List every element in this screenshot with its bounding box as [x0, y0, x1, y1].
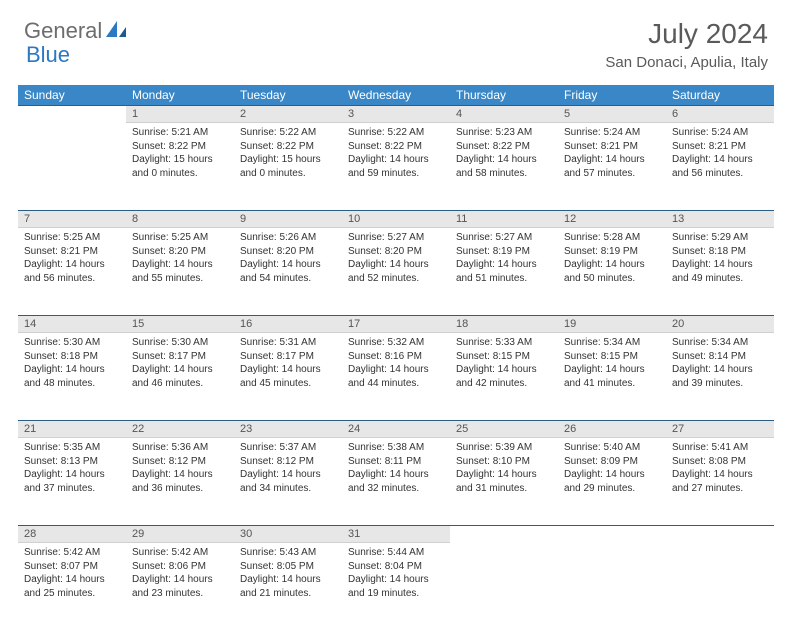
- day-number-cell: 25: [450, 421, 558, 438]
- day-number-cell: 10: [342, 211, 450, 228]
- day-content-cell: Sunrise: 5:41 AMSunset: 8:08 PMDaylight:…: [666, 438, 774, 526]
- logo-text-blue: Blue: [26, 42, 70, 67]
- header: General July 2024 San Donaci, Apulia, It…: [0, 0, 792, 77]
- day-number-cell: [558, 526, 666, 543]
- day-number-cell: 14: [18, 316, 126, 333]
- weekday-header: Saturday: [666, 85, 774, 106]
- day-content-cell: Sunrise: 5:35 AMSunset: 8:13 PMDaylight:…: [18, 438, 126, 526]
- day-content-cell: Sunrise: 5:31 AMSunset: 8:17 PMDaylight:…: [234, 333, 342, 421]
- day-content-cell: Sunrise: 5:21 AMSunset: 8:22 PMDaylight:…: [126, 123, 234, 211]
- day-number-cell: 15: [126, 316, 234, 333]
- logo-text-blue-wrap: Blue: [26, 42, 70, 68]
- day-number-cell: 20: [666, 316, 774, 333]
- weekday-header: Monday: [126, 85, 234, 106]
- day-content-row: Sunrise: 5:30 AMSunset: 8:18 PMDaylight:…: [18, 333, 774, 421]
- day-content-cell: Sunrise: 5:36 AMSunset: 8:12 PMDaylight:…: [126, 438, 234, 526]
- day-number-cell: 3: [342, 106, 450, 123]
- weekday-header: Wednesday: [342, 85, 450, 106]
- day-content-cell: Sunrise: 5:30 AMSunset: 8:18 PMDaylight:…: [18, 333, 126, 421]
- day-number-cell: 26: [558, 421, 666, 438]
- day-content-cell: Sunrise: 5:25 AMSunset: 8:20 PMDaylight:…: [126, 228, 234, 316]
- day-number-cell: 30: [234, 526, 342, 543]
- day-content-row: Sunrise: 5:21 AMSunset: 8:22 PMDaylight:…: [18, 123, 774, 211]
- day-content-cell: Sunrise: 5:22 AMSunset: 8:22 PMDaylight:…: [342, 123, 450, 211]
- day-number-cell: 6: [666, 106, 774, 123]
- day-number-row: 78910111213: [18, 211, 774, 228]
- day-content-cell: Sunrise: 5:37 AMSunset: 8:12 PMDaylight:…: [234, 438, 342, 526]
- day-content-row: Sunrise: 5:35 AMSunset: 8:13 PMDaylight:…: [18, 438, 774, 526]
- day-number-cell: 9: [234, 211, 342, 228]
- day-number-row: 21222324252627: [18, 421, 774, 438]
- day-content-cell: Sunrise: 5:42 AMSunset: 8:07 PMDaylight:…: [18, 543, 126, 631]
- day-number-row: 14151617181920: [18, 316, 774, 333]
- day-number-cell: 18: [450, 316, 558, 333]
- day-number-cell: 19: [558, 316, 666, 333]
- day-number-cell: [666, 526, 774, 543]
- day-number-row: 123456: [18, 106, 774, 123]
- day-number-row: 28293031: [18, 526, 774, 543]
- day-content-cell: [666, 543, 774, 631]
- day-number-cell: 2: [234, 106, 342, 123]
- day-content-cell: Sunrise: 5:27 AMSunset: 8:19 PMDaylight:…: [450, 228, 558, 316]
- day-content-row: Sunrise: 5:25 AMSunset: 8:21 PMDaylight:…: [18, 228, 774, 316]
- day-number-cell: [18, 106, 126, 123]
- day-content-cell: Sunrise: 5:22 AMSunset: 8:22 PMDaylight:…: [234, 123, 342, 211]
- day-number-cell: 5: [558, 106, 666, 123]
- day-number-cell: 28: [18, 526, 126, 543]
- logo-text-general: General: [24, 18, 102, 44]
- day-number-cell: 4: [450, 106, 558, 123]
- day-number-cell: 7: [18, 211, 126, 228]
- day-number-cell: 21: [18, 421, 126, 438]
- day-content-cell: Sunrise: 5:30 AMSunset: 8:17 PMDaylight:…: [126, 333, 234, 421]
- day-content-cell: Sunrise: 5:43 AMSunset: 8:05 PMDaylight:…: [234, 543, 342, 631]
- day-content-cell: Sunrise: 5:34 AMSunset: 8:15 PMDaylight:…: [558, 333, 666, 421]
- day-content-cell: Sunrise: 5:28 AMSunset: 8:19 PMDaylight:…: [558, 228, 666, 316]
- day-number-cell: 22: [126, 421, 234, 438]
- weekday-header: Thursday: [450, 85, 558, 106]
- day-content-cell: [450, 543, 558, 631]
- day-number-cell: 8: [126, 211, 234, 228]
- day-number-cell: 16: [234, 316, 342, 333]
- day-number-cell: 31: [342, 526, 450, 543]
- day-number-cell: 12: [558, 211, 666, 228]
- day-number-cell: 1: [126, 106, 234, 123]
- day-content-cell: Sunrise: 5:42 AMSunset: 8:06 PMDaylight:…: [126, 543, 234, 631]
- day-content-cell: Sunrise: 5:24 AMSunset: 8:21 PMDaylight:…: [666, 123, 774, 211]
- month-title: July 2024: [605, 18, 768, 50]
- day-content-cell: Sunrise: 5:33 AMSunset: 8:15 PMDaylight:…: [450, 333, 558, 421]
- day-content-cell: Sunrise: 5:32 AMSunset: 8:16 PMDaylight:…: [342, 333, 450, 421]
- day-number-cell: 17: [342, 316, 450, 333]
- day-content-cell: Sunrise: 5:38 AMSunset: 8:11 PMDaylight:…: [342, 438, 450, 526]
- day-content-cell: Sunrise: 5:44 AMSunset: 8:04 PMDaylight:…: [342, 543, 450, 631]
- calendar-table: SundayMondayTuesdayWednesdayThursdayFrid…: [18, 85, 774, 631]
- day-content-cell: Sunrise: 5:29 AMSunset: 8:18 PMDaylight:…: [666, 228, 774, 316]
- day-content-cell: Sunrise: 5:40 AMSunset: 8:09 PMDaylight:…: [558, 438, 666, 526]
- day-number-cell: [450, 526, 558, 543]
- day-content-cell: [558, 543, 666, 631]
- title-block: July 2024 San Donaci, Apulia, Italy: [605, 18, 768, 71]
- day-number-cell: 24: [342, 421, 450, 438]
- weekday-header: Tuesday: [234, 85, 342, 106]
- logo-sail-icon: [104, 19, 128, 44]
- day-content-cell: Sunrise: 5:26 AMSunset: 8:20 PMDaylight:…: [234, 228, 342, 316]
- day-content-cell: Sunrise: 5:39 AMSunset: 8:10 PMDaylight:…: [450, 438, 558, 526]
- day-number-cell: 29: [126, 526, 234, 543]
- day-content-cell: Sunrise: 5:25 AMSunset: 8:21 PMDaylight:…: [18, 228, 126, 316]
- day-number-cell: 23: [234, 421, 342, 438]
- day-content-cell: [18, 123, 126, 211]
- day-content-cell: Sunrise: 5:34 AMSunset: 8:14 PMDaylight:…: [666, 333, 774, 421]
- day-number-cell: 13: [666, 211, 774, 228]
- day-content-row: Sunrise: 5:42 AMSunset: 8:07 PMDaylight:…: [18, 543, 774, 631]
- logo: General: [24, 18, 128, 44]
- day-content-cell: Sunrise: 5:27 AMSunset: 8:20 PMDaylight:…: [342, 228, 450, 316]
- weekday-header-row: SundayMondayTuesdayWednesdayThursdayFrid…: [18, 85, 774, 106]
- location: San Donaci, Apulia, Italy: [605, 54, 768, 71]
- day-number-cell: 27: [666, 421, 774, 438]
- weekday-header: Sunday: [18, 85, 126, 106]
- weekday-header: Friday: [558, 85, 666, 106]
- day-content-cell: Sunrise: 5:24 AMSunset: 8:21 PMDaylight:…: [558, 123, 666, 211]
- day-content-cell: Sunrise: 5:23 AMSunset: 8:22 PMDaylight:…: [450, 123, 558, 211]
- day-number-cell: 11: [450, 211, 558, 228]
